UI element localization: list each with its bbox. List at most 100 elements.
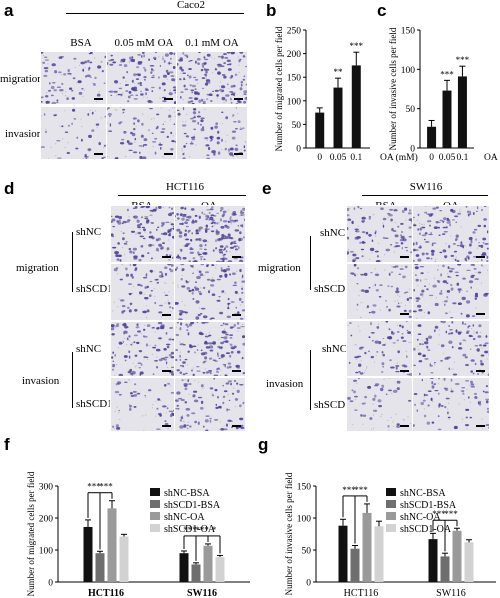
x-tick-label: 0 xyxy=(317,153,322,163)
y-axis-label: Number of invasive cells per field xyxy=(388,27,398,150)
y-tick-label: 250 xyxy=(287,27,302,37)
micrograph-e-inv-shnc-bsa xyxy=(346,320,414,377)
scale-bar xyxy=(234,153,243,155)
bar xyxy=(427,126,437,148)
micrograph-d-inv-shscd1-bsa xyxy=(110,377,176,432)
e-group-line-invasion xyxy=(310,350,311,410)
significance-marker: *** xyxy=(354,485,368,495)
micrograph-e-inv-shnc-oa xyxy=(412,320,490,377)
y-tick-label: 150 xyxy=(287,74,302,84)
x-tick-label: 0.1 xyxy=(350,153,362,163)
y-tick-label: 0 xyxy=(410,145,415,155)
x-tick-label: 0 xyxy=(429,153,434,163)
scale-bar xyxy=(476,313,485,315)
significance-marker: *** xyxy=(440,69,454,79)
micrograph-a-invasion-bsa xyxy=(40,106,108,160)
micrograph-d-inv-shnc-oa xyxy=(174,321,246,377)
y-tick-label: 100 xyxy=(297,515,312,525)
x-tick-label: HCT116 xyxy=(344,588,379,598)
scale-bar xyxy=(476,370,485,372)
y-axis-label: Number of invasive cells per field xyxy=(284,472,294,595)
legend-label: shNC-OA xyxy=(164,512,205,523)
y-tick-label: 50 xyxy=(292,121,302,131)
legend-swatch xyxy=(386,524,396,532)
col-label-oa-005: 0.05 mM OA xyxy=(114,37,174,49)
row-label-invasion-a: invasion xyxy=(5,128,43,140)
significance-marker: *** xyxy=(350,41,364,51)
panel-label-d: d xyxy=(4,179,15,198)
e-row-shscd1-inv: shSCD1 xyxy=(314,399,351,411)
micrograph-d-inv-shscd1-oa xyxy=(174,377,246,432)
panel-label-f: f xyxy=(4,435,10,454)
micrograph-e-mig-shscd1-oa xyxy=(412,263,490,320)
legend-swatch xyxy=(386,512,396,520)
legend-label: shSCD1-OA xyxy=(400,524,452,535)
micrograph-a-migration-oa01 xyxy=(176,51,248,105)
micrograph-e-mig-shnc-bsa xyxy=(346,205,414,263)
legend-swatch xyxy=(150,488,160,496)
scale-bar xyxy=(400,425,409,427)
y-tick-label: 100 xyxy=(287,97,302,107)
y-tick-label: 0 xyxy=(296,145,301,155)
scale-bar xyxy=(162,425,171,427)
y-tick-label: 0 xyxy=(48,579,53,589)
y-tick-label: 0 xyxy=(306,579,311,589)
micrograph-e-inv-shscd1-bsa xyxy=(346,377,414,432)
micrograph-d-inv-shnc-bsa xyxy=(110,321,176,377)
d-group-invasion: invasion xyxy=(22,375,60,387)
x-tick-label: SW116 xyxy=(187,588,217,598)
y-tick-label: 100 xyxy=(401,66,416,76)
significance-marker: ** xyxy=(334,67,344,77)
e-row-shnc-inv: shNC xyxy=(322,343,348,355)
y-tick-label: 100 xyxy=(39,547,54,557)
bar xyxy=(374,526,384,582)
x-tick-label: SW116 xyxy=(436,588,466,598)
bar xyxy=(464,542,474,582)
micrograph-e-mig-shscd1-bsa xyxy=(346,263,414,320)
significance-marker: *** xyxy=(183,525,197,535)
x-tick-label: HCT116 xyxy=(88,588,124,598)
bar xyxy=(428,539,438,582)
y-tick-label: 200 xyxy=(39,515,54,525)
bar xyxy=(215,557,225,582)
bar xyxy=(350,548,360,582)
scale-bar xyxy=(94,153,103,155)
e-row-shscd1-mig: shSCD1 xyxy=(314,283,351,295)
x-tick-label: 0.1 xyxy=(456,153,468,163)
micrograph-d-mig-shnc-oa xyxy=(174,205,246,263)
micrograph-a-invasion-oa01 xyxy=(176,106,248,160)
sw116-label: SW116 xyxy=(409,181,443,193)
col-label-oa-01: 0.1 mM OA xyxy=(185,37,239,49)
legend-swatch xyxy=(150,524,160,532)
panel-label-c: c xyxy=(377,1,387,20)
y-tick-label: 300 xyxy=(39,483,54,493)
bar xyxy=(191,564,201,582)
scale-bar xyxy=(164,98,173,100)
e-row-shnc-mig: shNC xyxy=(320,227,346,239)
scale-bar xyxy=(400,313,409,315)
legend-swatch xyxy=(150,500,160,508)
micrograph-d-mig-shscd1-bsa xyxy=(110,263,176,321)
x-unit-label: OA (mM) xyxy=(380,152,418,163)
col-label-bsa: BSA xyxy=(70,37,92,49)
micrograph-e-mig-shnc-oa xyxy=(412,205,490,263)
bar xyxy=(333,87,343,148)
micrograph-d-mig-shnc-bsa xyxy=(110,205,176,263)
scale-bar xyxy=(164,153,173,155)
micrograph-a-invasion-oa005 xyxy=(106,106,178,160)
y-tick-label: 50 xyxy=(302,547,312,557)
d-group-migration: migration xyxy=(16,262,59,274)
scale-bar xyxy=(162,370,171,372)
legend-swatch xyxy=(386,488,396,496)
bar xyxy=(452,530,462,582)
scale-bar xyxy=(232,370,241,372)
scale-bar xyxy=(162,256,171,258)
y-tick-label: 50 xyxy=(406,105,416,115)
panel-label-a: a xyxy=(4,1,14,20)
significance-marker: *** xyxy=(99,482,113,492)
d-row-shnc-mig: shNC xyxy=(76,226,102,238)
micrograph-a-migration-oa005 xyxy=(106,51,178,105)
legend-swatch xyxy=(150,512,160,520)
bar xyxy=(95,553,105,582)
y-tick-label: 200 xyxy=(287,50,302,60)
